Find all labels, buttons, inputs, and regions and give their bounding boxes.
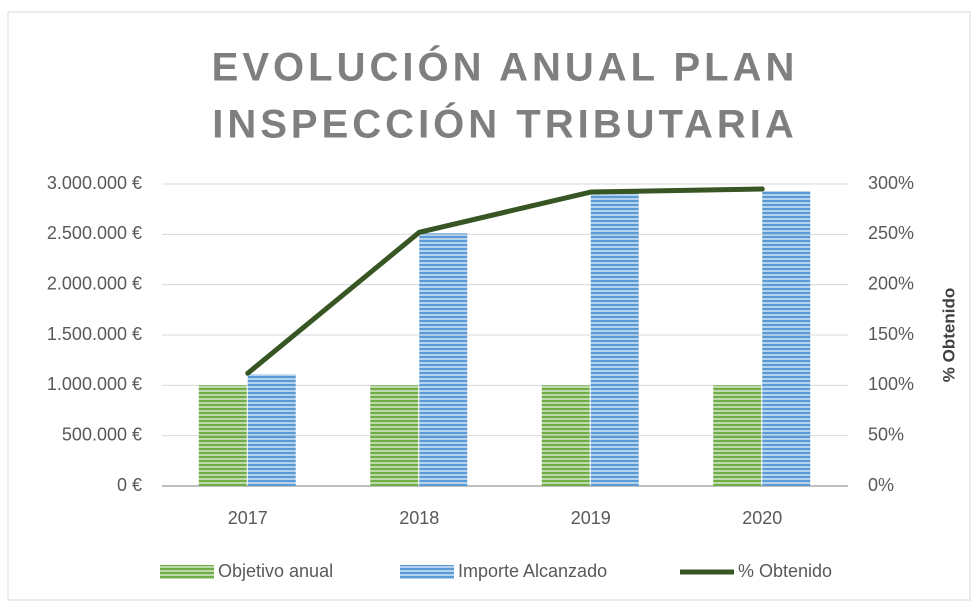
bar	[198, 385, 247, 486]
y2-tick-label: 150%	[868, 324, 914, 344]
y2-tick-label: 300%	[868, 173, 914, 193]
chart-title: EVOLUCIÓN ANUAL PLAN	[212, 44, 799, 90]
chart-border	[7, 11, 971, 601]
y-tick-label: 1.500.000 €	[47, 324, 142, 344]
y2-tick-label: 200%	[868, 273, 914, 293]
bar	[370, 385, 419, 486]
y-tick-label: 500.000 €	[62, 424, 142, 444]
y2-tick-label: 100%	[868, 374, 914, 394]
bar	[590, 192, 639, 486]
x-tick-label: 2018	[399, 508, 439, 528]
legend-label: Importe Alcanzado	[458, 561, 607, 581]
bar	[541, 385, 590, 486]
y-tick-label: 0 €	[117, 475, 142, 495]
x-tick-label: 2017	[228, 508, 268, 528]
y-tick-label: 1.000.000 €	[47, 374, 142, 394]
y2-tick-label: 250%	[868, 223, 914, 243]
x-tick-label: 2020	[742, 508, 782, 528]
chart-title: INSPECCIÓN TRIBUTARIA	[212, 101, 797, 147]
line-series	[245, 186, 765, 376]
legend-swatch	[160, 565, 214, 579]
y2-tick-label: 0%	[868, 475, 894, 495]
legend-label: % Obtenido	[738, 561, 832, 581]
legend-swatch	[400, 565, 454, 579]
bar	[762, 191, 811, 486]
y2-tick-label: 50%	[868, 424, 904, 444]
bar	[713, 385, 762, 486]
y-tick-label: 3.000.000 €	[47, 173, 142, 193]
legend-label: Objetivo anual	[218, 561, 333, 581]
y-tick-label: 2.500.000 €	[47, 223, 142, 243]
y-tick-label: 2.000.000 €	[47, 273, 142, 293]
bar	[247, 374, 296, 486]
bar	[419, 233, 468, 486]
x-tick-label: 2019	[571, 508, 611, 528]
y2-axis-title: % Obtenido	[939, 288, 958, 382]
